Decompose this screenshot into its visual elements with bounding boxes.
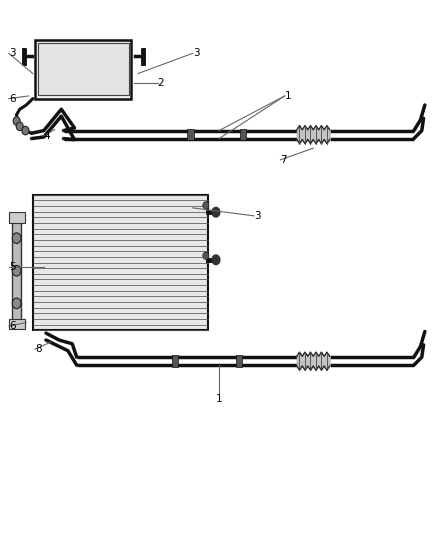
Bar (240, 128, 246, 140)
Bar (9, 212, 25, 223)
Circle shape (203, 252, 209, 260)
Bar (187, 128, 194, 140)
Text: 4: 4 (44, 131, 50, 141)
Text: 6: 6 (9, 321, 15, 331)
Text: 3: 3 (193, 49, 199, 58)
Text: 1: 1 (285, 91, 291, 101)
Bar (236, 355, 242, 367)
Circle shape (12, 265, 21, 276)
Circle shape (203, 201, 209, 209)
Text: 1: 1 (215, 394, 223, 405)
Circle shape (13, 117, 20, 125)
Text: 3: 3 (9, 49, 15, 58)
Circle shape (12, 233, 21, 244)
Circle shape (22, 126, 29, 135)
Text: 5: 5 (9, 262, 15, 271)
Text: 3: 3 (254, 211, 261, 221)
Bar (33, 195, 208, 330)
Bar (38, 43, 129, 95)
Text: 6: 6 (9, 94, 15, 103)
Text: 8: 8 (35, 344, 42, 354)
Circle shape (16, 122, 23, 131)
Circle shape (212, 255, 220, 264)
Circle shape (212, 207, 220, 217)
Bar (12, 216, 21, 325)
Bar (9, 319, 25, 329)
Bar (172, 355, 178, 367)
Circle shape (12, 298, 21, 309)
Text: 7: 7 (280, 155, 287, 165)
Text: 2: 2 (158, 78, 164, 87)
Bar (35, 40, 131, 99)
